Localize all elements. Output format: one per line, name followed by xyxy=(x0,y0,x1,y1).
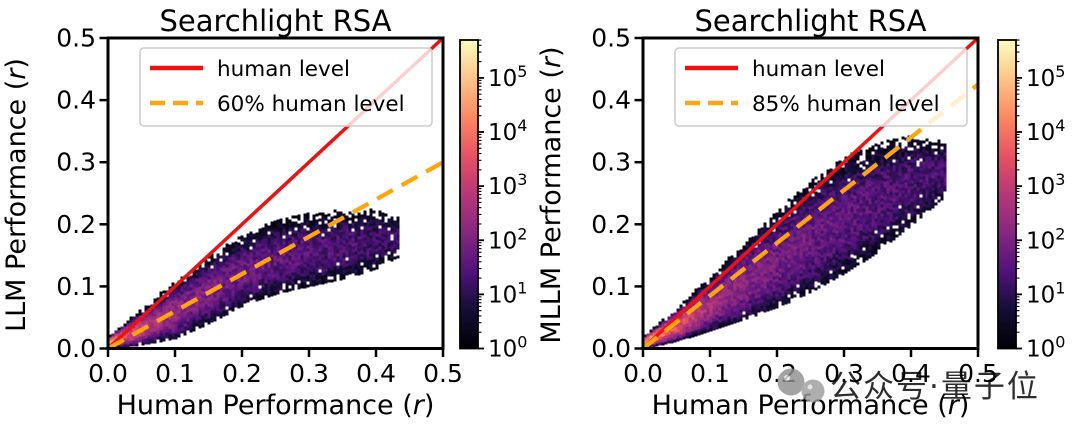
panel-llm: 0.0 0.1 0.2 0.3 0.4 0.5 0.0 0.1 0.2 0.3 0.4 0.5 Sea… xyxy=(1,4,527,421)
refline-85-human-level xyxy=(641,82,980,351)
y-axis-label: MLLM Performance (r) xyxy=(536,46,567,343)
colorbar-tick-label: 105 xyxy=(488,62,527,92)
watermark: 公众号·量子位 xyxy=(777,368,1040,405)
colorbar-tick-label: 103 xyxy=(1026,170,1065,200)
y-tick-label: 0.3 xyxy=(56,148,96,177)
legend-label-pct-human-level: 60% human level xyxy=(217,92,405,117)
refline-60-human-level xyxy=(106,160,445,351)
y-tick-label: 0.4 xyxy=(591,86,631,115)
watermark-text: 公众号·量子位 xyxy=(830,369,1040,405)
colorbar-gradient xyxy=(998,40,1016,349)
axes-frame: 0.0 0.1 0.2 0.3 0.4 0.5 0.0 0.1 0.2 0.3 0.4 0.5 xyxy=(56,24,463,389)
colorbar-tick-label: 100 xyxy=(488,333,527,363)
y-tick-label: 0.4 xyxy=(56,86,96,115)
panel-title: Searchlight RSA xyxy=(159,4,391,38)
x-axis-label: Human Performance (r) xyxy=(652,390,970,421)
x-tick-label: 0.3 xyxy=(289,359,329,388)
colorbar-tick-label: 102 xyxy=(1026,224,1065,254)
axes-frame: 0.0 0.1 0.2 0.3 0.4 0.50.00.10.20.30.40.5 xyxy=(591,24,998,389)
x-tick-label: 0.1 xyxy=(155,359,195,388)
colorbar-tick-label: 101 xyxy=(1026,278,1065,308)
watermark-logo-icon xyxy=(801,379,825,403)
y-tick-label: 0.2 xyxy=(56,210,96,239)
x-tick-label: 0.3 xyxy=(824,359,864,388)
y-axis-label: LLM Performance (r) xyxy=(1,58,32,332)
legend-label-human-level: human level xyxy=(217,57,350,82)
x-tick-label: 0.0 xyxy=(88,359,128,388)
watermark-logo-dot xyxy=(784,375,790,381)
x-tick-label: 0.5 xyxy=(958,359,998,388)
colorbar: 100 101 102 103 104 105 xyxy=(997,39,1065,363)
legend: human level 60% human level xyxy=(139,47,433,127)
x-tick-label: 0.4 xyxy=(356,359,396,388)
x-tick-label: 0.1 xyxy=(690,359,730,388)
y-tick-label: 0.5 xyxy=(56,24,96,53)
plot-border xyxy=(641,36,980,350)
x-tick-label: 0.4 xyxy=(891,359,931,388)
colorbar-tick-label: 104 xyxy=(488,116,527,146)
colorbar-tick-label: 101 xyxy=(488,278,527,308)
watermark-logo-icon xyxy=(777,368,805,396)
y-tick-label: 0.0 xyxy=(591,334,631,363)
y-tick-label: 0.3 xyxy=(591,148,631,177)
watermark-logo-dot xyxy=(807,384,813,390)
y-tick-label: 0.1 xyxy=(56,272,96,301)
colorbar: 100 101 102 103 104 105 xyxy=(459,39,527,363)
legend: human level 85% human level xyxy=(674,47,968,127)
colorbar-gradient xyxy=(460,40,478,349)
colorbar-tick-label: 100 xyxy=(1026,333,1065,363)
legend-box xyxy=(139,47,433,127)
y-tick-label: 0.5 xyxy=(591,24,631,53)
legend-label-human-level: human level xyxy=(752,57,885,82)
density-heatmap xyxy=(643,135,947,350)
x-tick-label: 0.0 xyxy=(623,359,663,388)
y-tick-label: 0.1 xyxy=(591,272,631,301)
colorbar-tick-label: 103 xyxy=(488,170,527,200)
x-tick-label: 0.5 xyxy=(423,359,463,388)
plot-border xyxy=(106,36,445,350)
panel-title: Searchlight RSA xyxy=(694,4,926,38)
x-axis-label: Human Performance (r) xyxy=(117,390,435,421)
colorbar-tick-label: 102 xyxy=(488,224,527,254)
density-heatmap xyxy=(108,208,400,350)
legend-label-pct-human-level: 85% human level xyxy=(752,92,940,117)
legend-box xyxy=(674,47,968,127)
y-tick-label: 0.0 xyxy=(56,334,96,363)
y-tick-label: 0.2 xyxy=(591,210,631,239)
colorbar-tick-label: 105 xyxy=(1026,62,1065,92)
x-tick-label: 0.2 xyxy=(222,359,262,388)
panel-mllm: 0.0 0.1 0.2 0.3 0.4 0.50.00.10.20.30.40.5 Sea… xyxy=(536,4,1065,421)
colorbar-tick-label: 104 xyxy=(1026,116,1065,146)
